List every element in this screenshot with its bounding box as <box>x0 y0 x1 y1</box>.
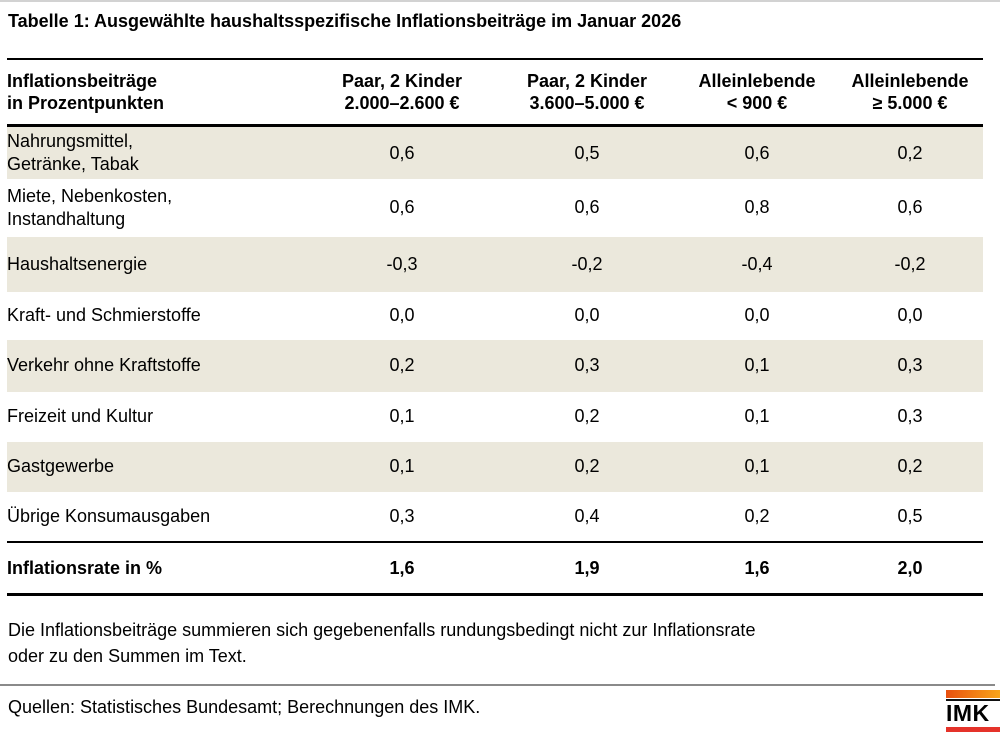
footnote-line1: Die Inflationsbeiträge summieren sich ge… <box>8 620 756 640</box>
total-row-value: 2,0 <box>897 557 923 578</box>
row-label: Miete, Nebenkosten, Instandhaltung <box>7 186 173 229</box>
row-value: -0,3 <box>386 253 418 274</box>
header-label-line1: Inflationsbeiträge <box>7 70 158 91</box>
header-col3-line2: < 900 € <box>726 93 788 113</box>
table-title: Tabelle 1: Ausgewählte haushaltsspezifis… <box>8 11 682 31</box>
total-row-value: 1,6 <box>744 557 770 578</box>
table-row: Haushaltsenergie -0,3 -0,2 -0,4 -0,2 <box>7 236 983 292</box>
footer-divider <box>0 683 995 686</box>
header-col-paar-2000: Paar, 2 Kinder 2.000–2.600 € <box>307 59 497 127</box>
row-value: 0,4 <box>574 505 600 526</box>
total-row: Inflationsrate in % 1,6 1,9 1,6 2,0 <box>7 541 983 595</box>
table-footer: Inflationsrate in % 1,6 1,9 1,6 2,0 <box>7 541 983 595</box>
header-col-paar-3600: Paar, 2 Kinder 3.600–5.000 € <box>497 59 677 127</box>
row-value: -0,2 <box>571 253 603 274</box>
inflation-table: Inflationsbeiträge in Prozentpunkten Paar… <box>7 58 983 596</box>
row-value: 0,3 <box>897 406 923 427</box>
header-col2-line1: Paar, 2 Kinder <box>526 70 648 91</box>
total-row-value: 1,6 <box>389 557 415 578</box>
imk-logo: IMK <box>946 689 1000 732</box>
header-col-allein-unter900: Alleinlebende < 900 € <box>677 59 837 127</box>
header-col1-line2: 2.000–2.600 € <box>344 93 460 113</box>
row-label: Freizeit und Kultur <box>7 406 154 427</box>
row-value: 0,3 <box>574 355 600 376</box>
header-col2-line2: 3.600–5.000 € <box>529 93 645 113</box>
row-value: 0,6 <box>574 197 600 218</box>
header-col-allein-ab5000: Alleinlebende ≥ 5.000 € <box>837 59 983 127</box>
header-col1-line1: Paar, 2 Kinder <box>341 70 463 91</box>
header-label-line2: in Prozentpunkten <box>7 93 164 113</box>
row-value: 0,2 <box>389 355 415 376</box>
footer-row: Quellen: Statistisches Bundesamt; Berech… <box>8 686 1000 732</box>
row-value: 0,6 <box>389 197 415 218</box>
header-col4-line1: Alleinlebende <box>851 70 969 91</box>
row-value: 0,6 <box>389 142 415 163</box>
header-row: Inflationsbeiträge in Prozentpunkten Paar… <box>7 59 983 127</box>
row-value: 0,2 <box>574 406 600 427</box>
row-value: 0,2 <box>574 456 600 477</box>
row-value: 0,5 <box>897 505 923 526</box>
row-label: Haushaltsenergie <box>7 253 148 274</box>
footnote-line2: oder zu den Summen im Text. <box>8 645 247 666</box>
row-label: Gastgewerbe <box>7 456 115 477</box>
table-row: Kraft- und Schmierstoffe 0,0 0,0 0,0 0,0 <box>7 292 983 340</box>
row-value: 0,1 <box>744 406 770 427</box>
row-value: 0,0 <box>744 305 770 326</box>
row-label: Kraft- und Schmierstoffe <box>7 305 201 326</box>
row-value: 0,2 <box>897 456 923 477</box>
row-value: 0,6 <box>744 142 770 163</box>
row-value: 0,2 <box>897 142 923 163</box>
table-row: Verkehr ohne Kraftstoffe 0,2 0,3 0,1 0,3 <box>7 339 983 392</box>
footnote: Die Inflationsbeiträge summieren sich ge… <box>8 618 1000 670</box>
row-value: 0,1 <box>389 406 415 427</box>
table-row: Miete, Nebenkosten, Instandhaltung 0,6 0,6 0… <box>7 179 983 237</box>
total-row-value: 1,9 <box>574 557 600 578</box>
row-value: 0,1 <box>389 456 415 477</box>
table-body: Nahrungsmittel, Getränke, Tabak 0,6 0,5 0,6 0… <box>7 125 983 542</box>
table-header: Inflationsbeiträge in Prozentpunkten Paar… <box>7 59 983 127</box>
row-value: 0,1 <box>744 355 770 376</box>
row-value: 0,0 <box>574 305 600 326</box>
row-value: 0,3 <box>897 355 923 376</box>
row-value: 0,2 <box>744 505 770 526</box>
row-label: Nahrungsmittel, Getränke, Tabak <box>7 131 139 174</box>
row-value: 0,1 <box>744 456 770 477</box>
row-value: 0,5 <box>574 142 600 163</box>
table-row: Gastgewerbe 0,1 0,2 0,1 0,2 <box>7 441 983 492</box>
row-value: 0,8 <box>744 197 770 218</box>
row-value: -0,4 <box>741 253 773 274</box>
logo-red-bar <box>946 726 1000 732</box>
header-col3-line1: Alleinlebende <box>698 70 816 91</box>
table-row: Nahrungsmittel, Getränke, Tabak 0,6 0,5 0,6 0… <box>7 125 983 179</box>
source-text: Quellen: Statistisches Bundesamt; Berech… <box>8 696 481 717</box>
row-value: 0,6 <box>897 197 923 218</box>
row-label: Verkehr ohne Kraftstoffe <box>7 355 201 376</box>
header-label-column: Inflationsbeiträge in Prozentpunkten <box>7 59 307 127</box>
row-value: -0,2 <box>894 253 926 274</box>
table-row: Übrige Konsumausgaben 0,3 0,4 0,2 0,5 <box>7 492 983 542</box>
table-row: Freizeit und Kultur 0,1 0,2 0,1 0,3 <box>7 392 983 442</box>
logo-text: IMK <box>946 698 1000 725</box>
header-col4-line2: ≥ 5.000 € <box>872 93 948 113</box>
total-row-label: Inflationsrate in % <box>7 557 163 578</box>
row-value: 0,3 <box>389 505 415 526</box>
row-value: 0,0 <box>897 305 923 326</box>
row-label: Übrige Konsumausgaben <box>7 505 211 526</box>
row-value: 0,0 <box>389 305 415 326</box>
logo-orange-bar <box>946 689 1000 698</box>
